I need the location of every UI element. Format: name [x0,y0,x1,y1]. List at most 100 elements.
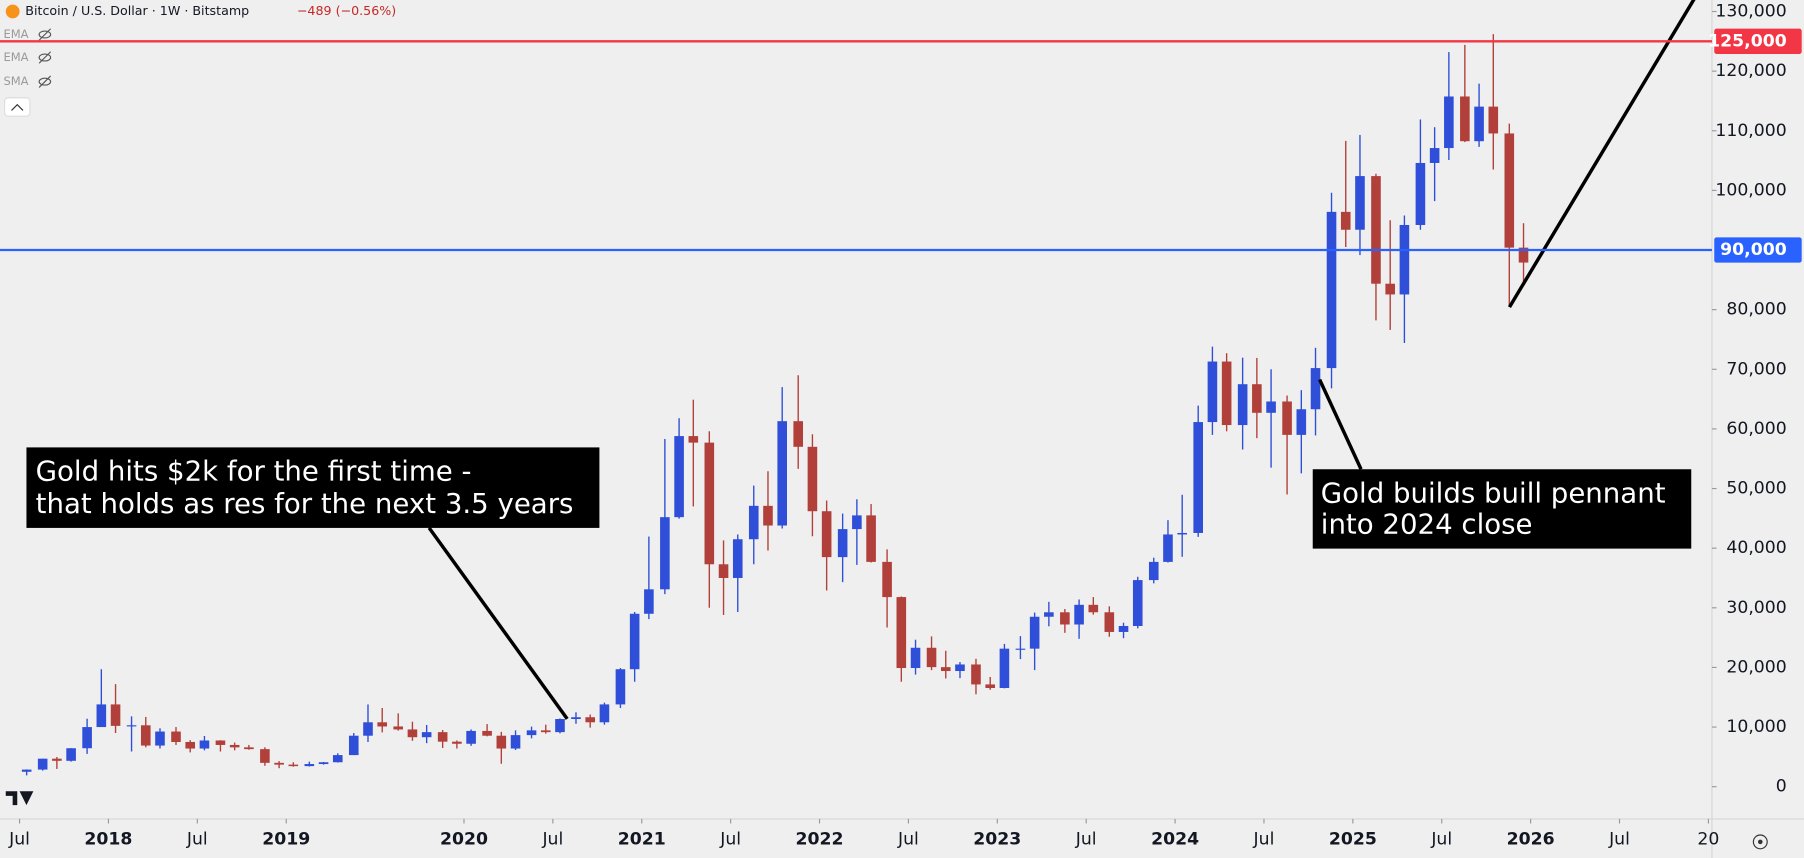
y-tick-label: 100,000 [1715,180,1786,200]
y-tick-label: 120,000 [1715,61,1786,81]
candle-body [896,597,907,669]
candle-body [615,669,626,705]
indicator-label[interactable]: EMA [3,50,28,64]
x-tick-label: Jul [541,830,563,850]
x-tick-label: Jul [1253,830,1275,850]
candle-body [96,704,107,728]
y-tick-label: 110,000 [1715,121,1786,141]
candle-body [1460,96,1470,142]
price-change: −489 (−0.56%) [297,3,396,18]
candle-body [1163,534,1173,562]
candle-body [629,613,640,670]
x-tick-label: Jul [1075,830,1097,850]
y-tick-label: 130,000 [1715,2,1786,22]
candle-body [1282,401,1292,435]
candle-body [1399,224,1410,295]
y-tick-label: 10,000 [1726,717,1786,737]
candle-body [540,730,551,733]
candle-body [1029,616,1040,649]
candle-body [660,517,670,590]
candle-body [1074,604,1084,625]
candle-body [393,726,404,730]
collapse-button[interactable] [4,97,31,117]
candle-body [215,740,226,745]
y-tick-label: 30,000 [1726,598,1786,618]
candle-body [1296,409,1307,435]
candle-body [496,735,507,749]
candle-body [452,741,462,744]
candle-body [260,749,270,763]
x-tick-label: Jul [186,830,208,850]
x-tick-label: 2023 [973,830,1021,850]
pointer-line [1318,378,1363,470]
x-tick-label: Jul [719,830,741,850]
candle-body [1326,211,1337,369]
level-label-box [1714,28,1802,54]
candle-body [1104,612,1115,632]
candle-body [1310,368,1321,410]
indicator-label[interactable]: SMA [3,74,28,88]
candle-body [1237,384,1248,426]
x-tick-label: Jul [8,830,30,850]
candle-body [52,758,62,761]
indicator-label[interactable]: EMA [3,27,28,41]
x-tick-label: 2026 [1507,830,1555,850]
candle-body [1266,401,1276,413]
candle-body [999,648,1010,689]
candle-body [332,755,343,763]
x-tick-label: 2020 [440,830,488,850]
candle-body [1044,612,1054,617]
candle-body [688,436,699,443]
candle-body [1429,148,1440,163]
candle-body [732,539,743,578]
y-tick-label: 60,000 [1726,419,1786,439]
candle-body [793,421,804,447]
candle-body [126,725,137,727]
logo [5,791,34,806]
y-tick-label: 70,000 [1726,359,1786,379]
candle-body [1444,96,1454,149]
candle-body [985,684,995,689]
candle-body [1415,162,1426,225]
candle-body [674,436,684,518]
x-tick-label: 2019 [262,830,310,850]
candle-body [955,664,965,672]
candle-body [1221,361,1232,426]
candle-body [1132,580,1143,626]
x-tick-label: Jul [897,830,919,850]
candle-body [1015,648,1026,650]
candle-body [1385,283,1395,295]
candle-body [821,511,832,558]
candle-body [348,735,359,756]
x-tick-label: 2025 [1329,830,1377,850]
x-tick-label: 2021 [618,830,666,850]
candle-body [1518,247,1529,263]
candle-body [185,741,196,749]
candle-body [199,740,210,749]
settings-icon[interactable] [1752,834,1768,850]
candle-body [777,421,788,526]
candle-body [852,515,862,530]
candle-body [229,744,240,748]
collapse-icon [11,103,24,111]
y-tick-label: 20,000 [1726,657,1786,677]
candle-body [971,664,981,685]
candle-body [110,704,121,726]
x-tick-label: Jul [1608,830,1630,850]
level-label-box [1714,237,1802,263]
candle-body [718,564,729,578]
candle-body [466,730,476,744]
x-tick-label: 20 [1697,830,1719,850]
candle-body [644,589,654,614]
candle-body [304,764,315,767]
candle-body [140,725,151,746]
candle-body [1355,176,1365,230]
y-tick-label: 0 [1776,777,1787,797]
trend-line [1507,0,1696,308]
candle-body [910,647,921,669]
candle-body [571,717,581,720]
candle-body [807,446,818,512]
candle-body [1060,612,1070,625]
